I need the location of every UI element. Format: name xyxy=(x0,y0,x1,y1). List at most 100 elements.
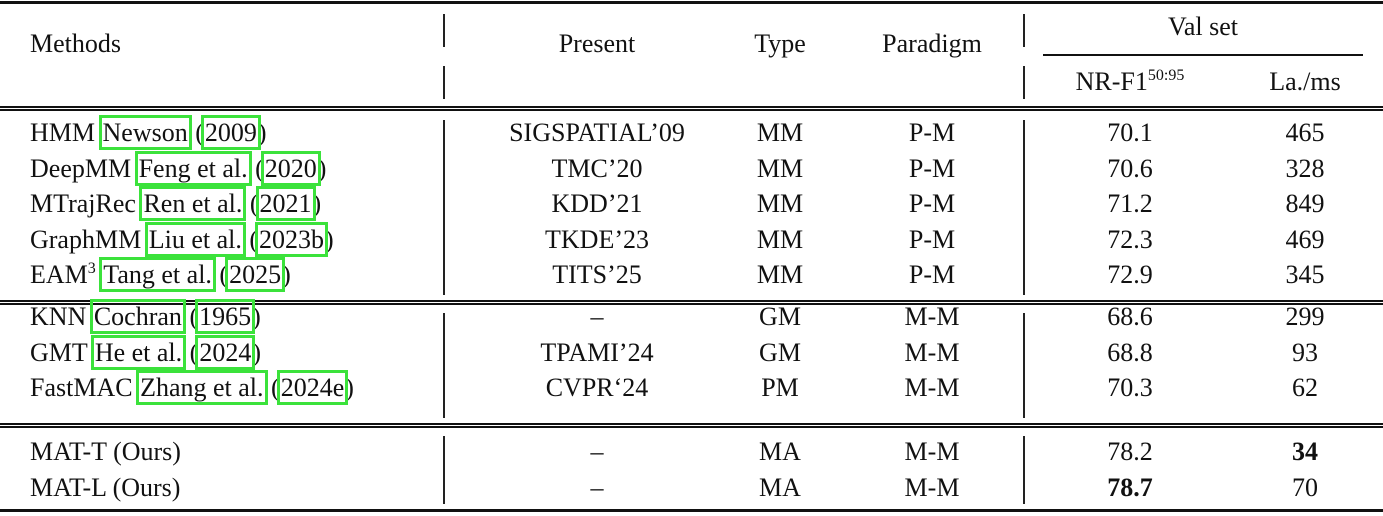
type-cell: MM xyxy=(756,260,804,289)
nr-f1-cell: 70.6 xyxy=(1107,153,1153,183)
latency-cell: 328 xyxy=(1285,153,1325,183)
paradigm-cell: P-M xyxy=(908,118,956,147)
present-cell: – xyxy=(590,472,604,502)
type-cell: MM xyxy=(756,118,804,147)
citation-author-link[interactable]: Liu et al. xyxy=(144,221,246,257)
latency-cell: 70 xyxy=(1292,472,1318,502)
nr-f1-cell: 71.2 xyxy=(1107,189,1153,218)
group-rule-2 xyxy=(0,426,1383,428)
citation-year-link[interactable]: 2024 xyxy=(195,334,256,370)
present-cell: TKDE’23 xyxy=(545,224,649,254)
paradigm-cell: P-M xyxy=(908,153,956,183)
nr-f1-cell: 70.1 xyxy=(1107,118,1153,147)
type-cell: MA xyxy=(759,437,801,466)
nr-f1-cell: 78.2 xyxy=(1107,437,1153,466)
column-divider xyxy=(1023,66,1025,99)
nr-f1-superscript: 50:95 xyxy=(1147,67,1185,84)
method-cell: EAM3 Tang et al. (2025) xyxy=(30,257,291,292)
nr-f1-cell: 78.7 xyxy=(1107,472,1153,502)
header-methods: Methods xyxy=(30,29,121,58)
citation-year-link[interactable]: 2025 xyxy=(225,257,286,292)
nr-f1-cell: 72.3 xyxy=(1107,224,1153,254)
citation-year-link[interactable]: 2023b xyxy=(255,221,329,257)
latency-cell: 34 xyxy=(1292,437,1318,466)
present-cell: TITS’25 xyxy=(552,260,642,289)
column-divider xyxy=(443,436,445,504)
group-rule-2 xyxy=(0,303,1383,305)
paradigm-cell: P-M xyxy=(908,224,956,254)
method-name: EAM xyxy=(30,260,88,289)
method-name: DeepMM xyxy=(30,153,132,183)
method-superscript: 3 xyxy=(87,260,96,277)
type-cell: MM xyxy=(756,189,804,218)
header-rule xyxy=(0,106,1383,108)
bottom-rule xyxy=(0,509,1383,512)
present-cell: TMC’20 xyxy=(551,153,643,183)
header-type: Type xyxy=(754,29,806,58)
citation-author-link[interactable]: Feng et al. xyxy=(134,150,252,186)
citation-author-link[interactable]: Newson xyxy=(98,115,192,150)
column-divider xyxy=(443,14,445,47)
nr-f1-cell: 72.9 xyxy=(1107,260,1153,289)
citation-year-link[interactable]: 2009 xyxy=(200,115,261,150)
method-name: MTrajRec xyxy=(30,189,136,218)
method-name: FastMAC xyxy=(30,373,133,402)
column-divider xyxy=(1023,436,1025,504)
latency-cell: 345 xyxy=(1285,260,1325,289)
present-cell: CVPR‘24 xyxy=(545,373,649,402)
present-cell: – xyxy=(590,302,604,331)
citation-year-link[interactable]: 2024e xyxy=(276,370,349,405)
present-cell: TPAMI’24 xyxy=(540,337,654,367)
citation-author-link[interactable]: Tang et al. xyxy=(99,257,216,292)
citation-author-link[interactable]: Zhang et al. xyxy=(136,370,268,405)
method-cell: MTrajRec Ren et al. (2021) xyxy=(30,186,322,221)
type-cell: MA xyxy=(759,472,801,502)
present-cell: KDD’21 xyxy=(551,189,643,218)
paradigm-cell: M-M xyxy=(904,373,960,402)
paradigm-cell: M-M xyxy=(904,337,960,367)
method-name: GraphMM xyxy=(30,224,142,254)
latency-cell: 469 xyxy=(1285,224,1325,254)
column-divider xyxy=(1023,14,1025,47)
citation-year-link[interactable]: 2021 xyxy=(255,186,316,221)
column-divider xyxy=(1023,313,1025,418)
method-cell: DeepMM Feng et al. (2020) xyxy=(30,150,327,186)
type-cell: GM xyxy=(759,302,801,331)
latency-cell: 849 xyxy=(1285,189,1325,218)
method-cell: GMT He et al. (2024) xyxy=(30,334,261,370)
citation-author-link[interactable]: Cochran xyxy=(89,299,186,334)
nr-f1-label: NR-F1 xyxy=(1075,67,1148,96)
paradigm-cell: M-M xyxy=(904,302,960,331)
citation-author-link[interactable]: Ren et al. xyxy=(139,186,247,221)
method-cell: MAT-T (Ours) xyxy=(30,437,181,467)
method-cell: GraphMM Liu et al. (2023b) xyxy=(30,221,334,257)
column-divider xyxy=(443,66,445,99)
present-cell: – xyxy=(590,437,604,466)
method-cell: KNN Cochran (1965) xyxy=(30,299,261,334)
citation-author-link[interactable]: He et al. xyxy=(90,334,187,370)
type-cell: MM xyxy=(756,153,804,183)
nr-f1-cell: 68.6 xyxy=(1107,302,1153,331)
method-cell: MAT-L (Ours) xyxy=(30,473,180,503)
method-name: MAT-L (Ours) xyxy=(30,472,181,502)
top-rule xyxy=(0,1,1383,4)
header-val-set: Val set xyxy=(1167,12,1239,41)
column-divider xyxy=(443,120,445,295)
citation-year-link[interactable]: 1965 xyxy=(195,299,256,334)
header-latency: La./ms xyxy=(1269,67,1341,96)
paradigm-cell: P-M xyxy=(908,189,956,218)
header-paradigm: Paradigm xyxy=(882,29,982,58)
present-cell: SIGSPATIAL’09 xyxy=(509,118,685,147)
method-name: KNN xyxy=(30,302,87,331)
nr-f1-cell: 70.3 xyxy=(1107,373,1153,402)
group-rule xyxy=(0,423,1383,425)
paradigm-cell: M-M xyxy=(904,437,960,466)
group-rule xyxy=(0,300,1383,302)
column-divider xyxy=(1023,120,1025,295)
citation-year-link[interactable]: 2020 xyxy=(260,150,321,186)
method-name: GMT xyxy=(30,337,88,367)
latency-cell: 299 xyxy=(1285,302,1325,331)
val-set-rule xyxy=(1043,54,1363,56)
latency-cell: 93 xyxy=(1292,337,1318,367)
header-present: Present xyxy=(558,29,636,58)
